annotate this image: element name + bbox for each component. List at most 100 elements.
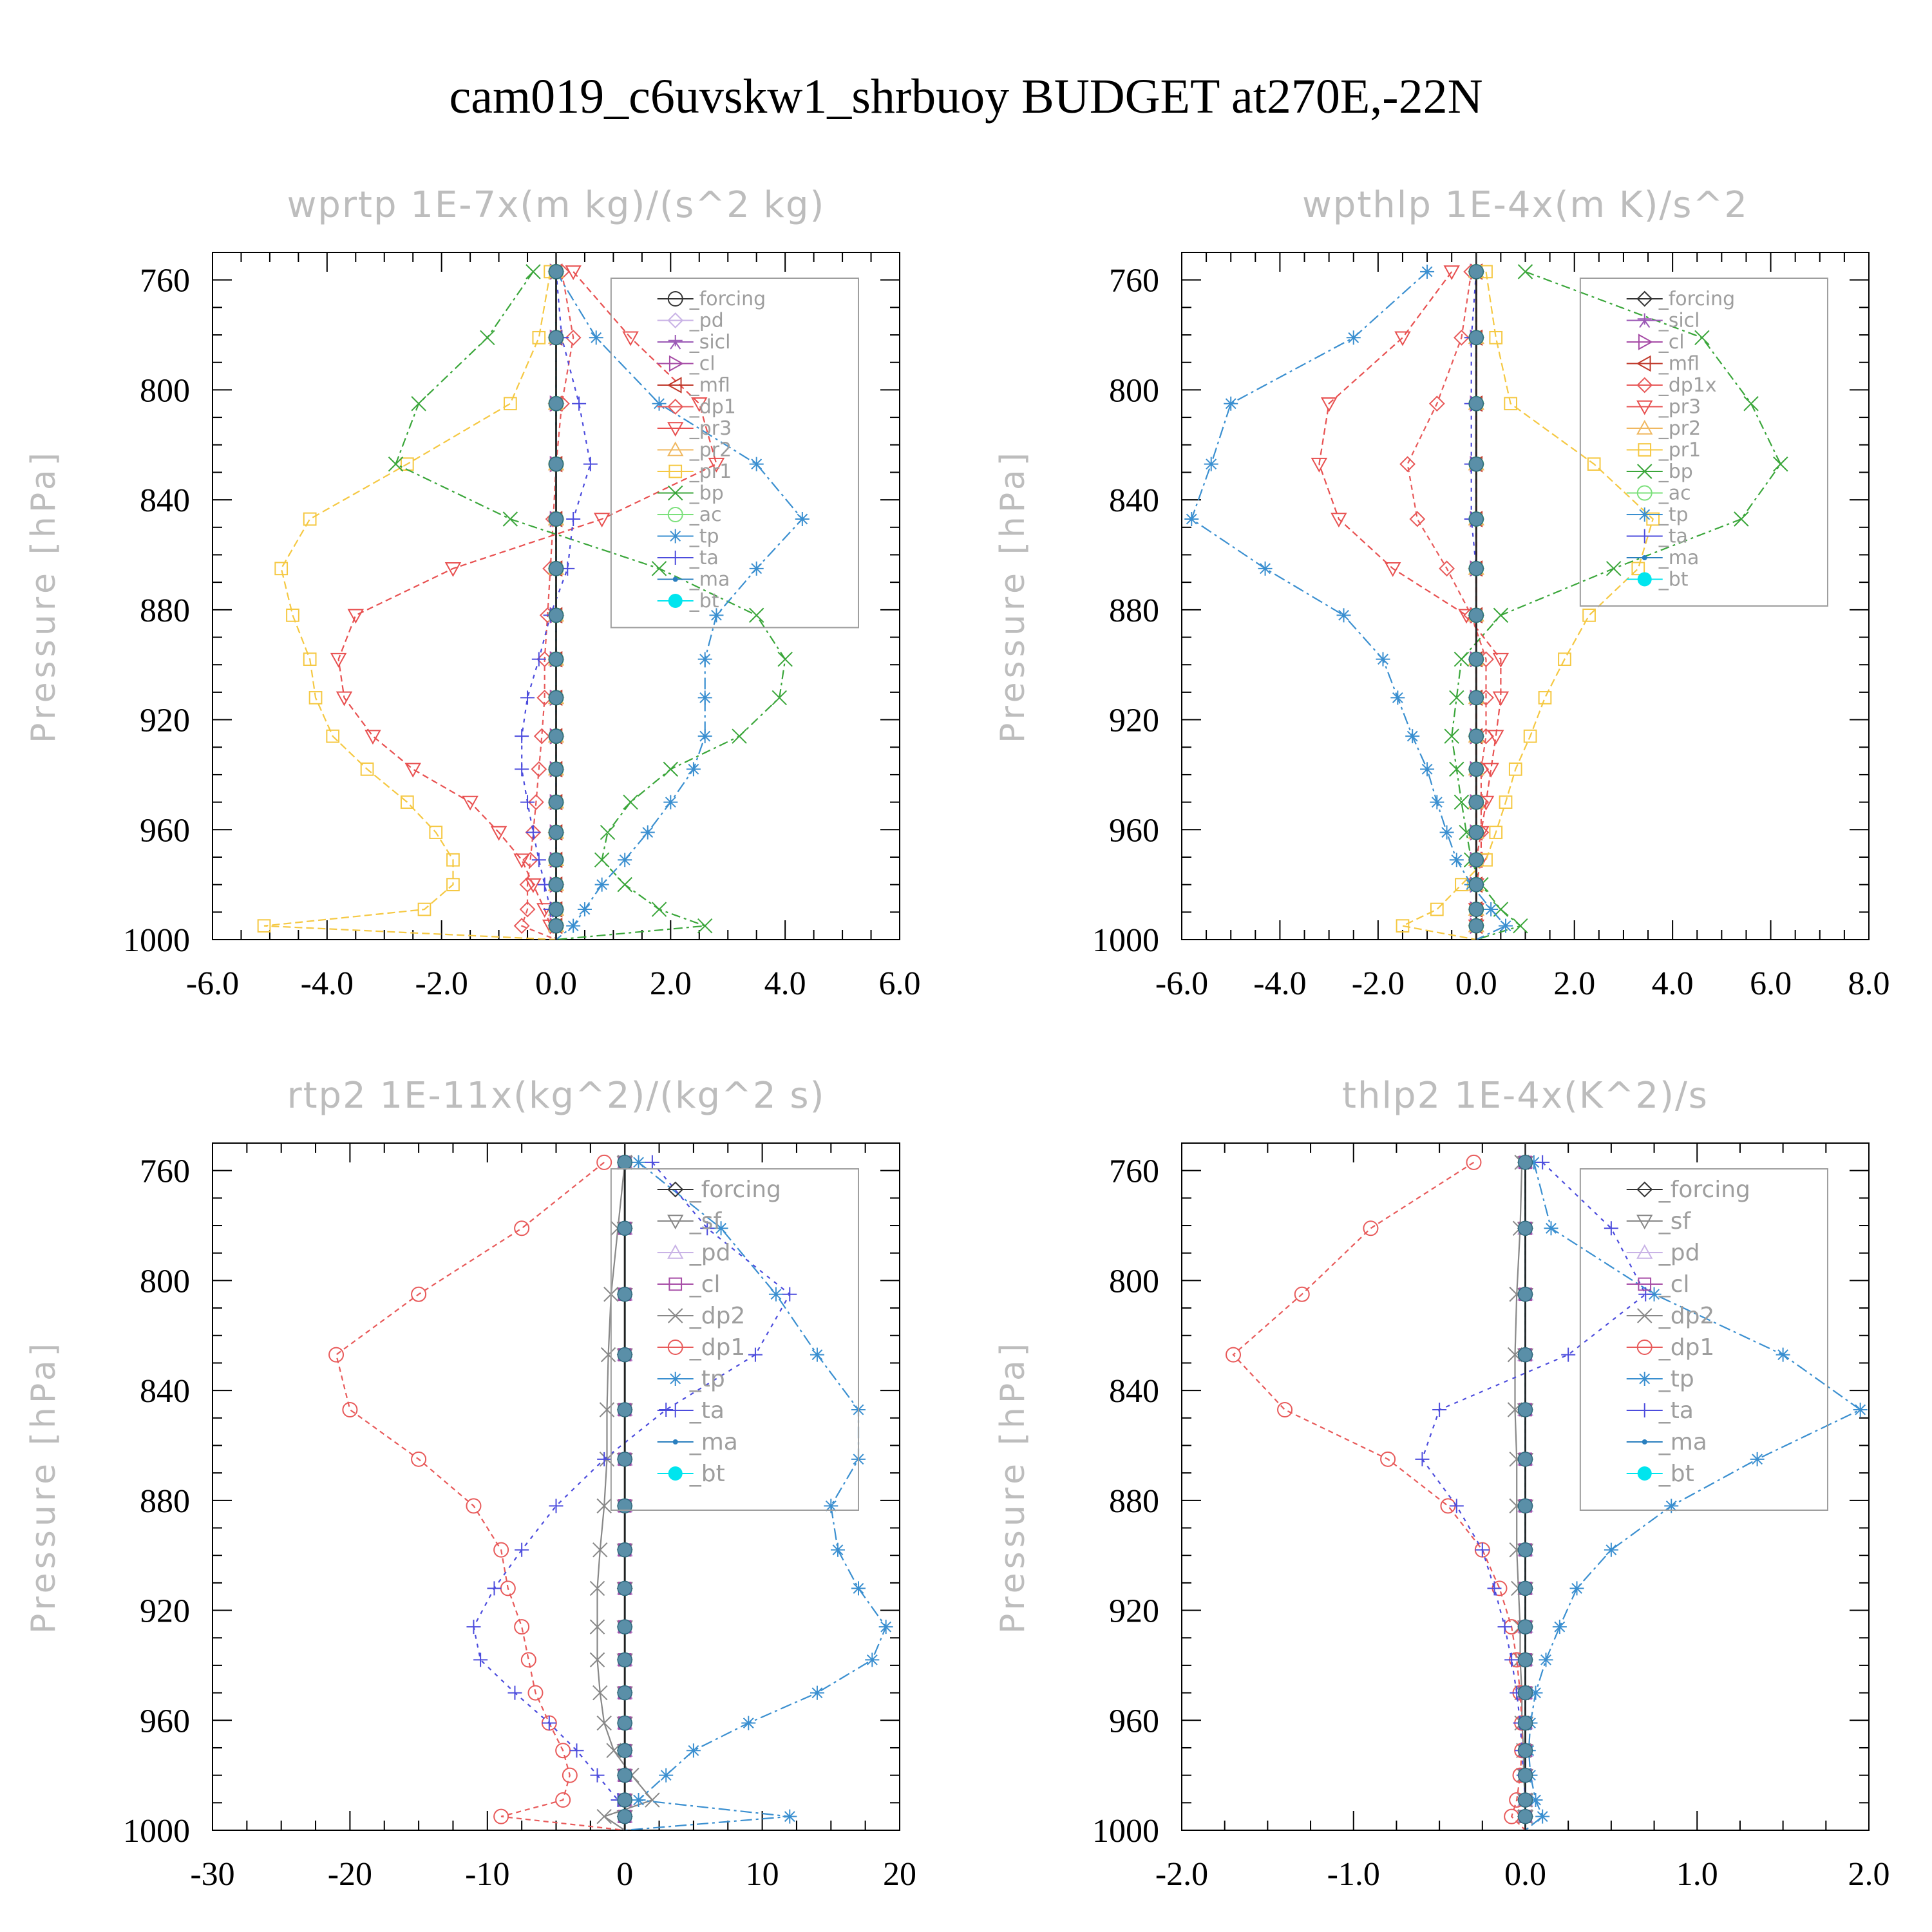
- y-axis-label: Pressure [hPa]: [994, 1340, 1032, 1634]
- legend-marker: [668, 1372, 683, 1386]
- data-point-pr3: [404, 762, 421, 778]
- data-point-bt: [548, 395, 564, 412]
- y-tick-label: 920: [140, 1593, 190, 1630]
- legend-marker: [1637, 1308, 1653, 1323]
- data-point-bt: [548, 330, 564, 346]
- data-point-ta: [466, 1620, 481, 1634]
- legend-label: _pd: [1658, 1240, 1700, 1266]
- legend-label: _cl: [689, 353, 715, 375]
- y-tick-label: 760: [1109, 1153, 1159, 1190]
- plot-area: [257, 252, 810, 940]
- data-point-pr1: [1587, 457, 1601, 471]
- data-point-dp1: [1226, 1347, 1242, 1363]
- data-point-bt: [1468, 651, 1484, 667]
- panel-1: wprtp 1E-7x(m kg)/(s^2 kg) Pressure [hPa]…: [24, 184, 921, 1002]
- data-point-tp: [618, 853, 632, 867]
- data-point-pr1: [274, 562, 289, 576]
- legend-label: _dp1x: [1658, 374, 1717, 397]
- legend-marker: [668, 355, 684, 372]
- y-tick-label: 840: [1109, 482, 1159, 519]
- data-point-bt: [1517, 1580, 1533, 1596]
- series-tp: [549, 264, 810, 940]
- legend-marker: [667, 1181, 684, 1198]
- legend-marker: [1636, 1215, 1653, 1230]
- legend-marker: [1638, 1277, 1652, 1291]
- data-point-ta: [1432, 1403, 1447, 1417]
- data-point-tp: [714, 1221, 728, 1236]
- data-point-pr3: [1320, 397, 1338, 412]
- data-point-tp: [594, 877, 609, 892]
- series-line-ta: [1470, 271, 1477, 940]
- data-point-dp2: [596, 1498, 612, 1514]
- data-point-pr1: [360, 762, 374, 776]
- data-point-dp1: [1380, 1451, 1396, 1467]
- legend-label: _cl: [1658, 331, 1685, 354]
- data-point-pr1: [446, 853, 460, 867]
- data-point-pr1: [1430, 902, 1444, 916]
- data-point-dp1: [520, 1652, 536, 1668]
- legend-marker: [1638, 443, 1652, 457]
- y-axis-label: Pressure [hPa]: [24, 1340, 63, 1634]
- series-tp: [1184, 264, 1513, 940]
- data-point-tp: [631, 1155, 646, 1170]
- x-tick-label: 0: [616, 1856, 633, 1893]
- data-point-tp: [1526, 1155, 1541, 1170]
- data-point-pr3: [1482, 762, 1499, 778]
- data-point-bt: [1517, 1286, 1533, 1302]
- legend-marker: [1636, 377, 1653, 393]
- data-point-pr3: [1492, 652, 1510, 668]
- legend-marker: [1636, 355, 1651, 372]
- data-point-dp2: [596, 1715, 612, 1731]
- legend-marker: [668, 464, 683, 478]
- data-point-ta: [700, 1221, 715, 1236]
- data-point-tp: [1376, 652, 1390, 667]
- data-point-bt: [548, 918, 564, 934]
- y-axis-label: Pressure [hPa]: [24, 449, 63, 743]
- data-point-pr1: [400, 795, 414, 809]
- legend-marker: [1637, 1466, 1652, 1481]
- data-point-tp: [1439, 825, 1454, 840]
- data-point-pr3: [462, 795, 478, 811]
- y-tick-label: 920: [1109, 703, 1159, 739]
- data-point-bt: [1517, 1792, 1533, 1808]
- data-point-bt: [1468, 264, 1484, 279]
- x-tick-label: -4.0: [1253, 965, 1306, 1002]
- legend-label: _forcing: [689, 288, 766, 310]
- data-point-bt: [617, 1452, 632, 1467]
- legend-label: _cl: [689, 1271, 721, 1298]
- data-point-bp: [663, 761, 679, 777]
- x-tick-label: -1.0: [1327, 1856, 1380, 1893]
- y-tick-label: 800: [1109, 1263, 1159, 1300]
- data-point-tp: [1604, 1542, 1618, 1557]
- data-point-tp: [824, 1499, 838, 1513]
- data-point-bp: [1605, 561, 1622, 576]
- data-point-pr3: [622, 331, 639, 346]
- legend-label: _ac: [689, 504, 722, 526]
- data-point-pr1: [303, 652, 317, 667]
- legend-marker: [668, 551, 683, 565]
- legend-marker: [667, 1340, 683, 1355]
- data-point-ta: [1415, 1452, 1430, 1466]
- legend-marker: [667, 312, 684, 328]
- data-point-tp: [631, 1793, 646, 1808]
- data-point-dp1: [565, 329, 582, 346]
- data-point-bt: [1517, 1652, 1533, 1668]
- x-tick-label: 0.0: [1455, 965, 1497, 1002]
- panel-title: wprtp 1E-7x(m kg)/(s^2 kg): [287, 184, 826, 226]
- x-tick-label: -20: [328, 1856, 372, 1893]
- data-point-dp2: [592, 1685, 608, 1701]
- data-point-tp: [1405, 729, 1420, 744]
- data-point-tp: [795, 511, 810, 526]
- legend-label: _tp: [1658, 1366, 1694, 1392]
- data-point-ta: [507, 1685, 522, 1700]
- series-line-tp: [625, 1162, 887, 1830]
- data-point-bt: [1468, 761, 1484, 777]
- legend-label: _bt: [1658, 569, 1689, 591]
- data-point-bt: [617, 1286, 632, 1302]
- data-point-bt: [617, 1743, 632, 1758]
- data-point-tp: [1484, 902, 1499, 917]
- legend-label: _tp: [689, 526, 719, 548]
- data-point-bt: [617, 1155, 632, 1170]
- y-tick-label: 880: [1109, 592, 1159, 629]
- legend-marker: [1636, 1181, 1653, 1198]
